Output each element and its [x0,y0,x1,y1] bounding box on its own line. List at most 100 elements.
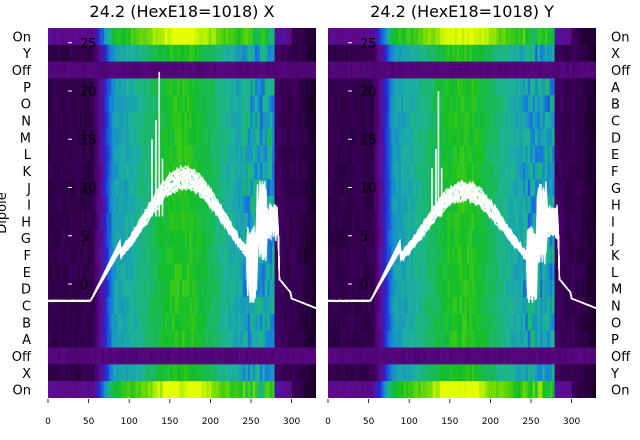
heatmap-cell [452,246,456,264]
heatmap-cell [379,280,383,298]
heatmap-cell [313,28,316,46]
heatmap-row [48,61,316,79]
heatmap-cell [138,246,142,264]
heatmap-cell [162,263,166,281]
heatmap-cell [471,313,475,332]
heatmap-cell [442,44,446,63]
heatmap-cell [488,162,492,180]
heatmap-cell [366,381,371,398]
heatmap-cell [247,95,251,113]
heatmap-cell [86,364,91,382]
heatmap-cell [72,179,76,197]
heatmap-cell [145,28,149,46]
heatmap-cell [403,364,407,382]
heatmap-cell [240,246,244,264]
heatmap-cell [328,95,332,113]
heatmap-cell [67,128,71,147]
heatmap-cell [337,179,341,197]
heatmap-cell [130,179,134,197]
heatmap-cell [235,246,239,264]
heatmap-cell [235,347,239,365]
heatmap-cell [143,297,147,315]
heatmap-cell [155,61,159,79]
heatmap-cell [184,263,188,281]
heatmap-cell [167,61,171,79]
heatmap-cell [354,78,358,96]
heatmap-cell [203,196,207,214]
heatmap-cell [566,95,570,113]
heatmap-cell [357,313,361,332]
heatmap-cell [152,44,156,63]
heatmap-cell [208,95,212,113]
heatmap-cell [449,28,453,46]
heatmap-cell [152,28,156,46]
heatmap-cell [381,347,385,365]
heatmap-cell [194,246,198,264]
heatmap-cell [371,330,375,348]
heatmap-cell [179,280,183,298]
heatmap-cell [130,280,134,298]
heatmap-cell [152,61,156,79]
heatmap-cell [60,246,64,264]
heatmap-cell [104,78,108,96]
heatmap-cell [89,280,93,298]
heatmap-cell [352,95,356,113]
heatmap-cell [67,145,71,163]
heatmap-cell [121,28,125,46]
heatmap-cell [440,313,444,332]
heatmap-cell [466,44,470,63]
heatmap-cell [328,128,332,147]
heatmap-cell [418,112,422,130]
heatmap-cell [57,213,61,231]
heatmap-cell [371,263,375,281]
dipole-label: M [20,131,31,146]
heatmap-cell [498,246,502,264]
heatmap-cell [464,196,468,214]
heatmap-cell [362,112,366,130]
heatmap-cell [578,112,582,130]
heatmap-cell [547,297,551,315]
heatmap-cell [296,162,300,180]
heatmap-cell [55,313,59,332]
heatmap-cell [199,112,203,130]
heatmap-cell [337,246,341,264]
heatmap-cell [191,263,195,281]
heatmap-cell [220,44,224,63]
heatmap-cell [532,28,536,46]
heatmap-cell [289,162,293,180]
heatmap-cell [345,196,349,214]
heatmap-cell [379,162,383,180]
heatmap-cell [342,280,346,298]
heatmap-cell [235,162,239,180]
heatmap-cell [65,28,69,46]
heatmap-cell [128,246,132,264]
heatmap-cell [440,229,444,248]
heatmap-cell [62,213,66,231]
heatmap-cell [447,364,451,382]
heatmap-cell [50,347,54,365]
heatmap-cell [581,78,585,96]
heatmap-cell [491,280,495,298]
heatmap-cell [425,95,429,113]
heatmap-cell [508,297,512,315]
heatmap-cell [481,61,485,79]
heatmap-cell [447,162,451,180]
heatmap-cell [552,381,556,398]
heatmap-cell [491,95,495,113]
heatmap-cell [147,330,151,348]
heatmap-cell [539,280,543,298]
heatmap-cell [440,246,444,264]
heatmap-cell [128,44,132,63]
heatmap-cell [396,263,400,281]
heatmap-cell [549,179,553,197]
heatmap-cell [374,196,378,214]
heatmap-cell [259,44,263,63]
heatmap-cell [418,330,422,348]
heatmap-cell [169,44,173,63]
heatmap-cell [481,112,485,130]
heatmap-cell [588,179,592,197]
heatmap-cell [371,28,375,46]
heatmap-cell [335,263,339,281]
heatmap-cell [104,196,108,214]
heatmap-cell [578,213,582,231]
